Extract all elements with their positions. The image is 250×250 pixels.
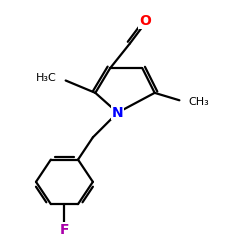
- Text: H₃C: H₃C: [36, 73, 57, 83]
- Text: N: N: [112, 106, 124, 120]
- Text: F: F: [60, 223, 69, 237]
- Text: CH₃: CH₃: [188, 96, 209, 106]
- Text: O: O: [139, 14, 151, 28]
